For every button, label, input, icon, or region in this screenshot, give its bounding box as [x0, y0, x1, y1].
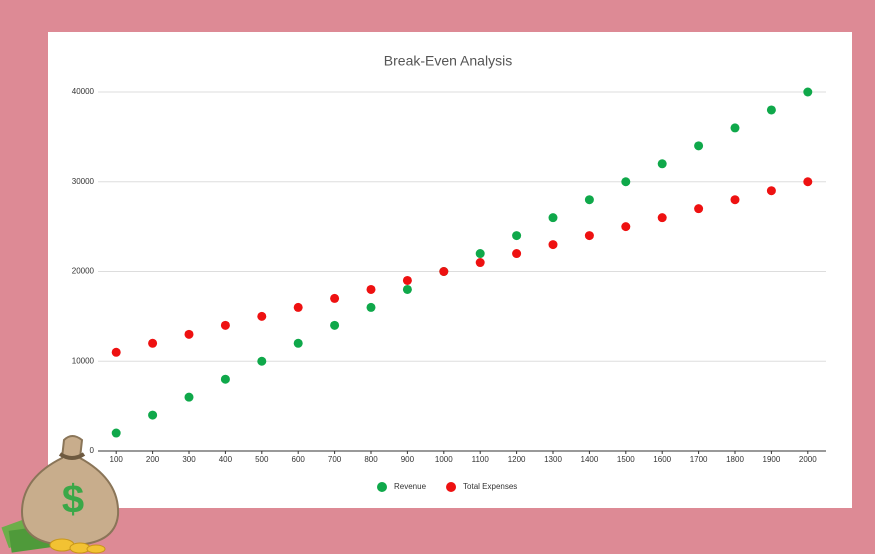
legend-label: Total Expenses	[463, 482, 517, 491]
point	[148, 410, 158, 420]
point	[111, 428, 121, 438]
x-tick-label: 600	[292, 455, 306, 464]
point	[257, 311, 267, 321]
point	[766, 105, 776, 115]
point	[184, 329, 194, 339]
point	[621, 177, 631, 187]
point	[184, 392, 194, 402]
point	[803, 87, 813, 97]
point	[293, 338, 303, 348]
x-tick-label: 1800	[726, 455, 744, 464]
x-tick-label: 700	[328, 455, 342, 464]
x-tick-label: 1100	[472, 455, 490, 464]
point	[366, 284, 376, 294]
point	[803, 177, 813, 187]
point	[439, 267, 449, 276]
point	[548, 240, 558, 250]
svg-text:$: $	[62, 478, 84, 522]
x-tick-label: 900	[401, 455, 415, 464]
point	[330, 320, 340, 330]
point	[584, 231, 594, 241]
chart-title: Break-Even Analysis	[384, 53, 512, 69]
point	[730, 195, 740, 205]
legend-marker	[377, 482, 387, 492]
point	[475, 258, 485, 268]
point	[512, 231, 522, 241]
point	[657, 213, 667, 223]
point	[402, 284, 412, 294]
x-tick-label: 2000	[799, 455, 817, 464]
point	[512, 249, 522, 259]
legend-marker	[446, 482, 457, 492]
x-tick-label: 1000	[435, 455, 453, 464]
x-tick-label: 200	[146, 455, 160, 464]
x-tick-label: 500	[255, 455, 269, 464]
point	[220, 320, 230, 330]
y-tick-label: 20000	[72, 267, 95, 276]
point	[548, 213, 558, 223]
y-tick-label: 10000	[72, 356, 95, 365]
point	[148, 338, 158, 348]
x-tick-label: 1600	[653, 455, 671, 464]
point	[766, 186, 776, 196]
point	[694, 204, 704, 214]
point	[475, 249, 485, 259]
point	[730, 123, 740, 133]
point	[257, 356, 267, 366]
y-tick-label: 0	[90, 446, 95, 455]
x-tick-label: 100	[110, 455, 124, 464]
y-tick-label: 30000	[72, 177, 95, 186]
x-tick-label: 300	[182, 455, 196, 464]
x-tick-label: 1900	[763, 455, 781, 464]
x-tick-label: 1300	[544, 455, 562, 464]
point	[621, 222, 631, 232]
point	[330, 293, 340, 303]
chart-panel	[48, 32, 852, 508]
x-tick-label: 1200	[508, 455, 526, 464]
point	[402, 275, 412, 285]
x-tick-label: 1500	[617, 455, 635, 464]
point	[111, 347, 121, 357]
point	[220, 374, 230, 384]
point	[584, 195, 594, 205]
point	[366, 302, 376, 312]
point	[293, 302, 303, 312]
point	[657, 159, 667, 169]
point	[694, 141, 704, 151]
y-tick-label: 40000	[72, 87, 95, 96]
money-bag-icon: $	[1, 435, 120, 554]
x-tick-label: 1400	[581, 455, 599, 464]
x-tick-label: 1700	[690, 455, 708, 464]
legend-label: Revenue	[394, 482, 427, 491]
x-tick-label: 800	[364, 455, 378, 464]
x-tick-label: 400	[219, 455, 233, 464]
